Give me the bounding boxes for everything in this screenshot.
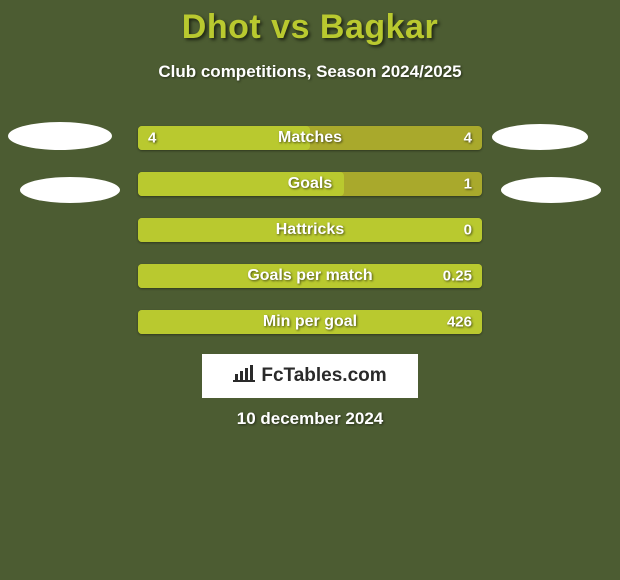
comparison-infographic: Dhot vs Bagkar Club competitions, Season… [0, 0, 620, 580]
stat-value-right: 426 [447, 314, 472, 331]
brand-text: FcTables.com [261, 365, 386, 387]
stat-label: Goals per match [138, 267, 482, 285]
stat-row: Min per goal426 [138, 310, 482, 334]
brand-chart-icon [233, 364, 255, 388]
stat-value-right: 0 [464, 222, 472, 239]
date-line: 10 december 2024 [0, 409, 620, 429]
stat-value-left: 4 [148, 130, 156, 147]
stat-label: Matches [138, 129, 482, 147]
stat-value-right: 0.25 [443, 268, 472, 285]
stat-row: Matches4 4 [138, 126, 482, 150]
brand-badge: FcTables.com [202, 354, 418, 398]
side-ellipse [501, 177, 601, 203]
side-ellipse [8, 122, 112, 150]
stat-label: Min per goal [138, 313, 482, 331]
page-title: Dhot vs Bagkar [0, 8, 620, 47]
stat-row: Goals1 [138, 172, 482, 196]
stat-value-right: 1 [464, 176, 472, 193]
page-subtitle: Club competitions, Season 2024/2025 [0, 62, 620, 82]
stat-value-right: 4 [464, 130, 472, 147]
stat-row: Goals per match0.25 [138, 264, 482, 288]
stat-row: Hattricks0 [138, 218, 482, 242]
side-ellipse [492, 124, 588, 150]
stat-label: Hattricks [138, 221, 482, 239]
side-ellipse [20, 177, 120, 203]
stat-rows: Matches4 4 Goals1 Hattricks0 Goals per match… [138, 126, 482, 356]
stat-label: Goals [138, 175, 482, 193]
